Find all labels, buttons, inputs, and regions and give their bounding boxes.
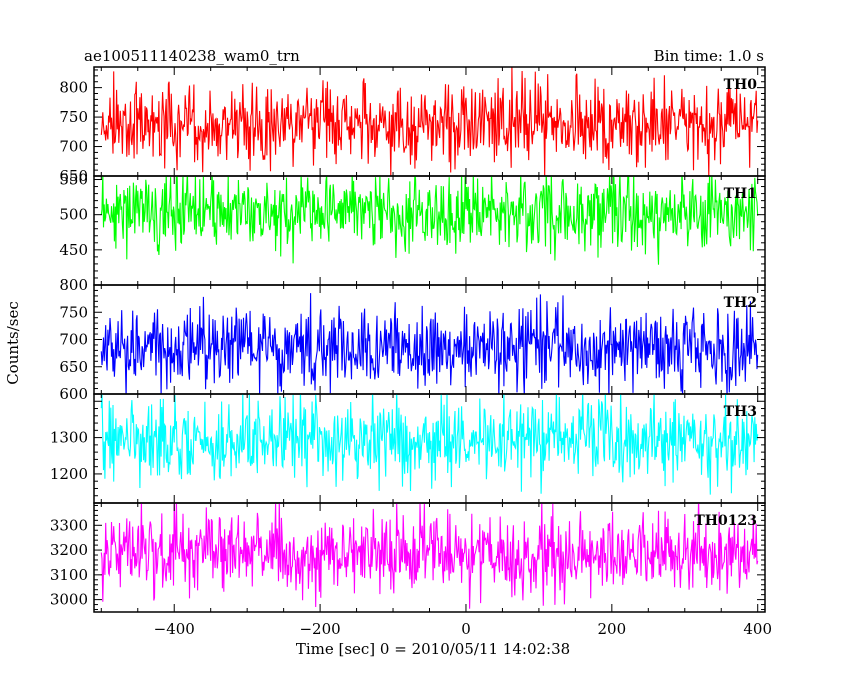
y-tick-label: 1300 xyxy=(50,429,88,447)
x-tick-label: −400 xyxy=(154,620,195,638)
series-line-th1 xyxy=(100,176,759,265)
panel-label-th0: TH0 xyxy=(724,77,758,93)
x-axis-label: Time [sec] 0 = 2010/05/11 14:02:38 xyxy=(296,640,570,658)
y-tick-label: 750 xyxy=(59,303,88,321)
series-line-th3 xyxy=(100,394,759,495)
bin-time-label: Bin time: 1.0 s xyxy=(654,47,764,65)
panel-label-th1: TH1 xyxy=(724,186,757,202)
series-line-th0 xyxy=(100,67,759,176)
y-tick-label: 700 xyxy=(59,331,88,349)
y-tick-label: 550 xyxy=(59,171,88,189)
y-tick-label: 500 xyxy=(59,206,88,224)
x-tick-label: 400 xyxy=(743,620,772,638)
panel-label-th2: TH2 xyxy=(724,295,757,311)
series-line-th2 xyxy=(100,293,759,394)
y-tick-label: 3100 xyxy=(50,566,88,584)
y-tick-label: 450 xyxy=(59,241,88,259)
x-tick-label: −200 xyxy=(299,620,340,638)
y-tick-label: 650 xyxy=(59,167,88,185)
y-tick-label: 3200 xyxy=(50,541,88,559)
y-tick-label: 1200 xyxy=(50,465,88,483)
y-tick-label: 600 xyxy=(59,385,88,403)
y-tick-label: 800 xyxy=(59,79,88,97)
y-tick-label: 800 xyxy=(59,276,88,294)
panel-label-th3: TH3 xyxy=(724,404,757,420)
y-tick-label: 750 xyxy=(59,108,88,126)
figure-title: ae100511140238_wam0_trn xyxy=(84,47,300,65)
y-tick-label: 650 xyxy=(59,358,88,376)
panel-label-th0123: TH0123 xyxy=(694,513,757,529)
y-tick-label: 3300 xyxy=(50,516,88,534)
x-tick-label: 0 xyxy=(461,620,471,638)
x-tick-label: 200 xyxy=(598,620,627,638)
series-line-th0123 xyxy=(100,503,759,609)
panels-group: 650 700 750 800 TH0 450 500 550 TH1 600 650 700 750 8… xyxy=(50,66,772,638)
y-tick-label: 700 xyxy=(59,138,88,156)
y-tick-label: 3000 xyxy=(50,591,88,609)
y-axis-label: Counts/sec xyxy=(4,301,22,385)
